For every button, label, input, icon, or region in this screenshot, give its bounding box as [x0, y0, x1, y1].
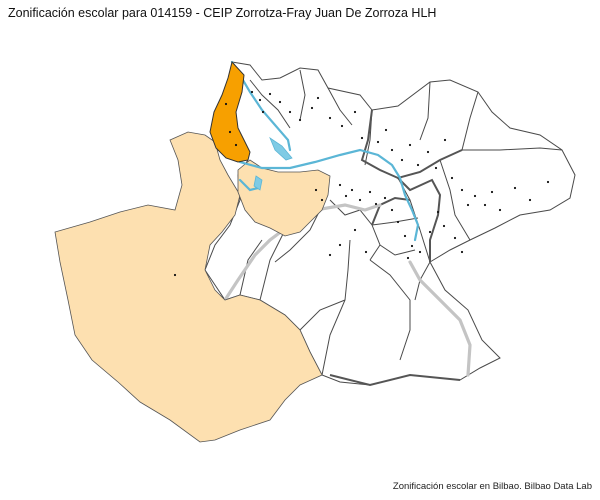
river-fill — [253, 136, 293, 191]
map-caption: Zonificación escolar en Bilbao. Bilbao D… — [392, 481, 592, 492]
zone-southwest — [54, 131, 323, 443]
district-boundaries — [329, 109, 463, 387]
school-points — [173, 90, 550, 277]
map-title: Zonificación escolar para 014159 - CEIP … — [8, 6, 437, 20]
city-east-outline — [204, 61, 576, 386]
selected-section — [209, 60, 251, 163]
